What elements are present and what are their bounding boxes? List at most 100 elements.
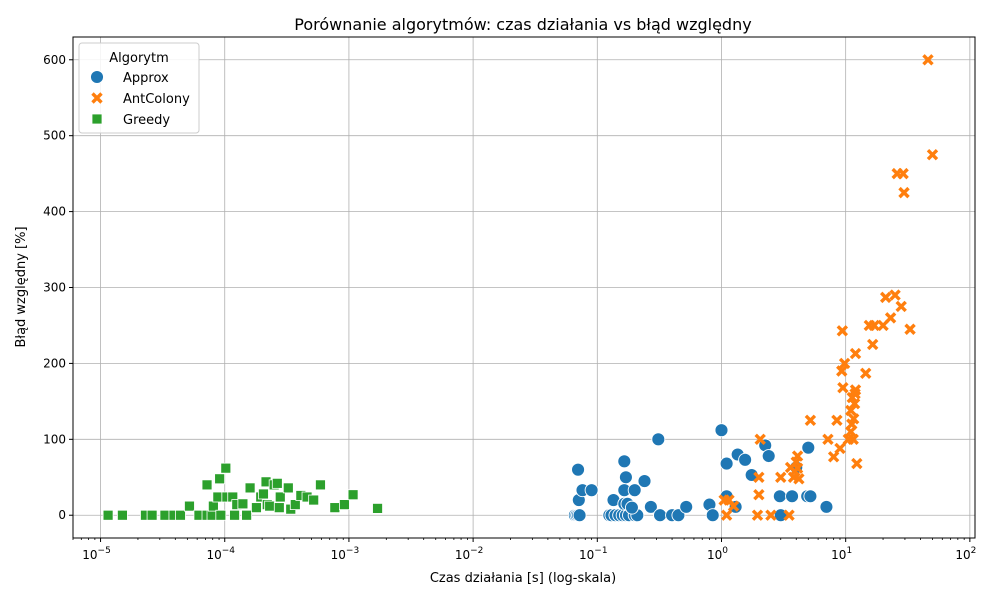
- legend-entry-approx: Approx: [90, 70, 169, 86]
- y-tick-label: 500: [43, 129, 66, 143]
- x-tick-exponent: −1: [594, 546, 607, 556]
- greedy-point: [289, 499, 301, 511]
- greedy-point: [184, 500, 195, 512]
- x-tick-exponent: −5: [98, 546, 111, 556]
- approx-point: [719, 456, 734, 471]
- series-antcolony: [718, 54, 939, 521]
- x-tick-label: 102: [955, 546, 976, 562]
- approx-point: [627, 483, 642, 498]
- greedy-point: [244, 482, 256, 494]
- antcolony-point: [793, 473, 805, 485]
- antcolony-point: [926, 148, 939, 161]
- y-axis-ticks: 0 100 200 300 400 500 600: [43, 53, 73, 522]
- greedy-point: [229, 509, 240, 521]
- antcolony-point: [922, 54, 934, 66]
- x-tick-base: 10: [579, 548, 594, 562]
- greedy-point: [258, 488, 269, 500]
- x-tick-exponent: −3: [346, 546, 359, 556]
- y-axis-label: Błąd względny [%]: [14, 226, 29, 347]
- x-tick-label: 10−4: [206, 546, 235, 562]
- approx-point: [738, 452, 753, 467]
- approx-point: [617, 454, 632, 469]
- antcolony-point: [898, 186, 910, 199]
- antcolony-point: [879, 291, 892, 304]
- greedy-point: [117, 509, 128, 521]
- antcolony-point: [897, 167, 909, 180]
- greedy-point: [175, 509, 186, 521]
- antcolony-point: [753, 471, 765, 483]
- greedy-point: [315, 479, 326, 491]
- legend-box: [78, 42, 200, 134]
- data-points: [102, 54, 939, 523]
- approx-point: [584, 483, 599, 498]
- antcolony-point: [904, 323, 916, 335]
- x-tick-label: 10−2: [455, 546, 484, 562]
- antcolony-point: [727, 500, 740, 512]
- antcolony-point: [831, 414, 843, 427]
- greedy-point: [347, 489, 359, 501]
- legend: Algorytm Approx AntColony Greedy: [78, 42, 200, 134]
- antcolony-point: [848, 397, 861, 410]
- antcolony-point: [836, 365, 848, 377]
- antcolony-point: [860, 367, 872, 379]
- x-tick-exponent: −4: [222, 546, 236, 556]
- greedy-point: [220, 462, 232, 474]
- x-tick-exponent: 2: [971, 546, 977, 556]
- greedy-point: [329, 502, 341, 514]
- greedy-point: [282, 482, 294, 494]
- antcolony-point: [822, 433, 834, 446]
- antcolony-point: [845, 404, 857, 417]
- approx-point: [801, 440, 816, 455]
- x-tick-exponent: 1: [846, 546, 852, 556]
- approx-point: [651, 432, 666, 447]
- antcolony-point: [868, 319, 880, 332]
- antcolony-point: [804, 414, 817, 427]
- antcolony-point: [847, 413, 860, 425]
- x-tick-exponent: 0: [722, 546, 728, 556]
- antcolony-point: [877, 319, 889, 332]
- approx-point: [785, 489, 799, 504]
- y-tick-label: 300: [43, 281, 66, 295]
- greedy-point: [241, 509, 253, 521]
- x-tick-label: 100: [707, 546, 728, 562]
- greedy-point: [212, 491, 224, 503]
- antcolony-point: [754, 433, 766, 446]
- antcolony-point: [838, 357, 851, 370]
- x-tick-label: 10−5: [82, 546, 111, 562]
- x-tick-exponent: −2: [470, 546, 483, 556]
- greedy-point: [146, 509, 158, 521]
- greedy-point: [339, 499, 350, 511]
- legend-label-approx: Approx: [123, 71, 169, 86]
- approx-point: [618, 470, 633, 485]
- antcolony-point: [791, 462, 804, 474]
- antcolony-point: [765, 509, 777, 521]
- greedy-point: [214, 473, 226, 485]
- greedy-point: [308, 494, 320, 506]
- greedy-point: [274, 491, 286, 503]
- antcolony-point: [791, 450, 804, 462]
- greedy-point: [273, 502, 285, 514]
- greedy-point: [159, 509, 171, 521]
- x-tick-label: 10−3: [331, 546, 360, 562]
- y-tick-label: 400: [43, 205, 66, 219]
- x-tick-base: 10: [707, 548, 722, 562]
- y-tick-label: 100: [43, 432, 66, 446]
- approx-point: [772, 489, 787, 504]
- antcolony-point: [753, 489, 765, 501]
- antcolony-point: [834, 442, 846, 455]
- legend-title: Algorytm: [109, 51, 169, 66]
- x-tick-base: 10: [455, 548, 470, 562]
- legend-marker-greedy: [91, 113, 103, 125]
- antcolony-point: [866, 338, 879, 351]
- x-tick-base: 10: [331, 548, 346, 562]
- legend-label-greedy: Greedy: [123, 113, 170, 128]
- series-greedy: [102, 462, 383, 521]
- approx-point: [679, 499, 694, 514]
- greedy-point: [271, 477, 283, 489]
- antcolony-point: [751, 509, 764, 521]
- greedy-point: [201, 479, 213, 491]
- greedy-point: [102, 509, 114, 521]
- greedy-point: [237, 498, 249, 510]
- approx-point: [653, 508, 667, 523]
